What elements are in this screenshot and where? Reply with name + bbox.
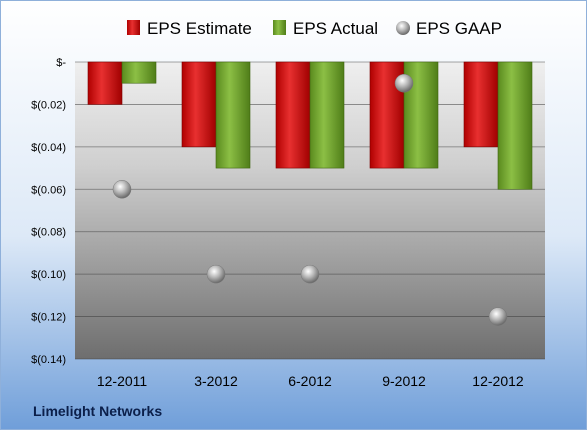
y-tick-label: $(0.10) xyxy=(31,269,66,281)
y-axis-tick-labels: $- $(0.02) $(0.04) $(0.06) $(0.08) $(0.10) $(0… xyxy=(31,57,66,366)
legend-label-actual: EPS Actual xyxy=(293,19,378,38)
x-category-label: 12-2011 xyxy=(97,373,148,389)
x-axis-category-labels: 12-2011 3-2012 6-2012 9-2012 12-2012 xyxy=(97,373,524,389)
gaap-point xyxy=(206,264,226,284)
bar-eps-actual xyxy=(309,61,345,169)
x-category-label: 3-2012 xyxy=(194,373,238,389)
y-tick-label: $(0.06) xyxy=(31,184,66,196)
y-tick-label: $(0.02) xyxy=(31,99,66,111)
company-name: Limelight Networks xyxy=(33,403,162,419)
y-tick-label: $(0.08) xyxy=(31,227,66,239)
bar-eps-actual xyxy=(121,61,157,84)
legend-item-eps-estimate: EPS Estimate xyxy=(127,19,252,38)
bar-eps-actual xyxy=(497,61,533,190)
legend-item-eps-gaap: EPS GAAP xyxy=(396,19,502,38)
bars xyxy=(87,61,533,190)
y-tick-label: $- xyxy=(56,57,66,69)
bar-eps-estimate xyxy=(87,61,123,105)
legend-marker-gaap xyxy=(396,21,410,35)
gaap-point xyxy=(300,264,320,284)
gaap-point xyxy=(112,180,132,199)
y-tick-label: $(0.12) xyxy=(31,312,66,324)
gaap-point xyxy=(488,307,508,326)
legend: EPS Estimate EPS Actual EPS GAAP xyxy=(127,19,502,38)
x-category-label: 12-2012 xyxy=(472,373,524,389)
bar-eps-estimate xyxy=(463,61,499,148)
gaap-points xyxy=(112,73,508,326)
legend-label-gaap: EPS GAAP xyxy=(416,19,502,38)
legend-label-estimate: EPS Estimate xyxy=(147,19,252,38)
legend-swatch-estimate xyxy=(127,20,140,35)
y-tick-label: $(0.14) xyxy=(31,354,66,366)
y-tick-label: $(0.04) xyxy=(31,142,66,154)
bar-eps-estimate xyxy=(275,61,311,169)
legend-item-eps-actual: EPS Actual xyxy=(273,19,378,38)
bar-eps-actual xyxy=(215,61,251,169)
legend-swatch-actual xyxy=(273,20,286,35)
x-category-label: 9-2012 xyxy=(382,373,426,389)
gaap-point xyxy=(394,73,414,93)
bar-eps-estimate xyxy=(181,61,217,148)
x-category-label: 6-2012 xyxy=(288,373,332,389)
